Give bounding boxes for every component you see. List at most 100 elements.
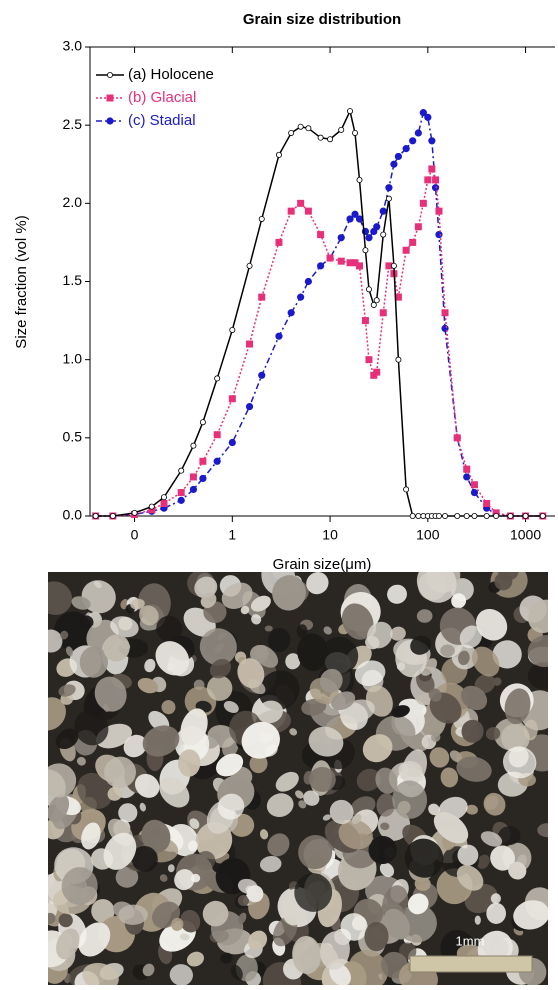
marker [470,481,478,489]
grain [223,700,239,713]
grain [320,931,350,970]
marker [441,309,449,317]
marker [424,113,432,121]
grain [156,615,183,643]
marker [246,262,253,269]
grain [60,630,69,640]
grain [391,705,410,718]
marker [288,129,295,136]
x-tick-label: 1 [228,527,236,543]
grain [440,767,459,788]
grain [61,867,98,905]
grain [65,646,74,657]
grain [110,616,139,638]
grain [221,582,253,609]
marker [355,262,363,270]
grain [292,935,322,975]
scale-bar [409,955,533,973]
grain [459,625,482,649]
grain [131,845,158,872]
grain [298,800,307,809]
grain [253,645,279,668]
marker [373,223,381,231]
grain [306,572,329,595]
y-tick-label: 0.5 [63,429,83,445]
grain [220,952,233,964]
grain [433,812,469,844]
grain [429,747,450,768]
grain [387,584,407,604]
grain [527,635,548,667]
grain [340,913,368,941]
y-tick-label: 2.5 [63,116,83,132]
grain [490,845,515,871]
marker [297,123,304,130]
marker [346,259,354,267]
grain [230,964,243,981]
grain [180,708,208,746]
marker [379,207,387,215]
grain [186,951,204,967]
grain [79,646,109,678]
marker [337,234,345,242]
grain [251,614,262,625]
grain [259,855,282,873]
grain [91,899,115,923]
grain [492,640,522,669]
marker [395,356,402,363]
marker [287,309,295,317]
y-tick-label: 3.0 [63,38,83,54]
marker [246,340,254,348]
grain [308,726,344,757]
marker [403,486,410,493]
grain [76,756,86,766]
grain [338,819,373,850]
grain [81,822,101,850]
grain [474,915,481,925]
grain [297,633,329,671]
grain [137,677,159,694]
grain [144,658,156,673]
grain [103,756,137,789]
grain [428,688,442,702]
grain [323,626,332,635]
grain [241,721,280,759]
marker [304,207,312,215]
marker [189,485,198,494]
scale-label: 1mm [456,933,485,948]
marker [337,257,345,265]
grain [401,749,427,787]
grain [142,725,180,757]
marker [229,326,236,333]
marker [370,301,377,308]
grain [376,793,396,817]
grain [451,593,467,609]
y-tick-label: 2.0 [63,194,83,210]
marker [379,309,387,317]
marker [409,238,417,246]
legend-label: (a) Holocene [128,66,214,83]
grain [486,902,507,924]
grain [267,627,291,653]
marker [365,286,372,293]
grain [285,653,301,670]
marker [346,215,354,223]
x-tick-label: 10 [322,527,338,543]
grain [428,803,440,816]
grain [356,768,381,792]
grain [483,792,506,816]
grain [199,628,237,666]
grain [189,818,200,829]
marker [414,223,422,231]
grain [416,572,457,603]
grain [134,773,160,798]
marker [435,231,443,239]
grain [368,835,397,865]
grain [178,749,201,777]
marker [297,293,305,301]
grain [383,908,410,940]
marker [317,134,324,141]
grain [209,658,232,679]
grain [161,700,176,715]
